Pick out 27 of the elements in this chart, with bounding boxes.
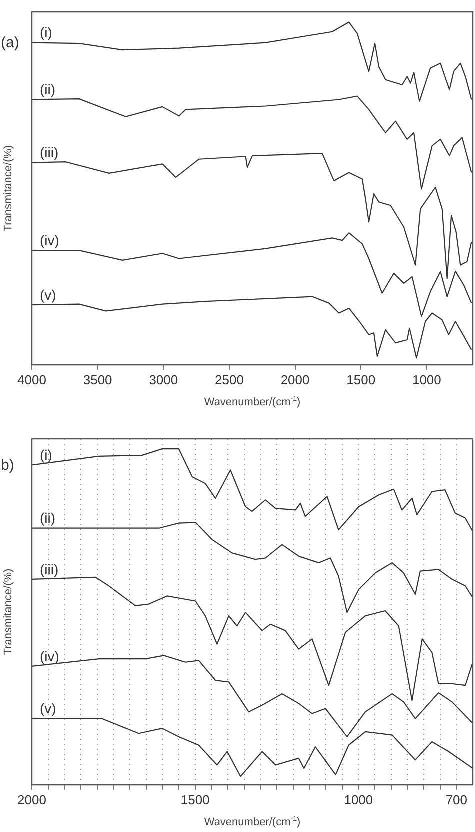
series-label: (iii): [40, 144, 59, 161]
series-label: (iv): [40, 232, 60, 248]
x-tick-label: 3500: [83, 372, 112, 388]
x-tick-label: 2000: [18, 792, 46, 808]
x-tick-label: 1500: [346, 372, 376, 388]
x-tick-label: 700: [446, 792, 468, 808]
x-tick-label: 1500: [180, 792, 210, 808]
x-tick-label: 3000: [149, 372, 178, 388]
series-label: (ii): [40, 82, 56, 98]
text: (a): [1, 34, 20, 52]
text: b): [1, 456, 14, 474]
x-axis-title: Wavenumber/(cm$^{-1}$): [203, 815, 302, 829]
y-axis-title: Transmitance/(%): [2, 145, 15, 232]
series-label: (ii): [40, 510, 56, 526]
x-tick-label: 1000: [344, 792, 374, 808]
series-label: (v): [40, 700, 56, 717]
series-label: (v): [40, 286, 56, 303]
x-axis-title: Wavenumber/(cm$^{-1}$): [203, 395, 302, 411]
series-label: (iii): [40, 561, 59, 578]
x-tick-label: 2000: [280, 372, 310, 388]
series-label: (iv): [40, 648, 60, 664]
x-tick-label: 2500: [215, 372, 244, 388]
series-label: (i): [40, 24, 52, 41]
x-tick-label: 1000: [412, 372, 442, 388]
x-tick-label: 4000: [18, 372, 46, 388]
y-axis-title: Transmitance/(%): [2, 568, 15, 656]
series-label: (i): [40, 447, 52, 464]
